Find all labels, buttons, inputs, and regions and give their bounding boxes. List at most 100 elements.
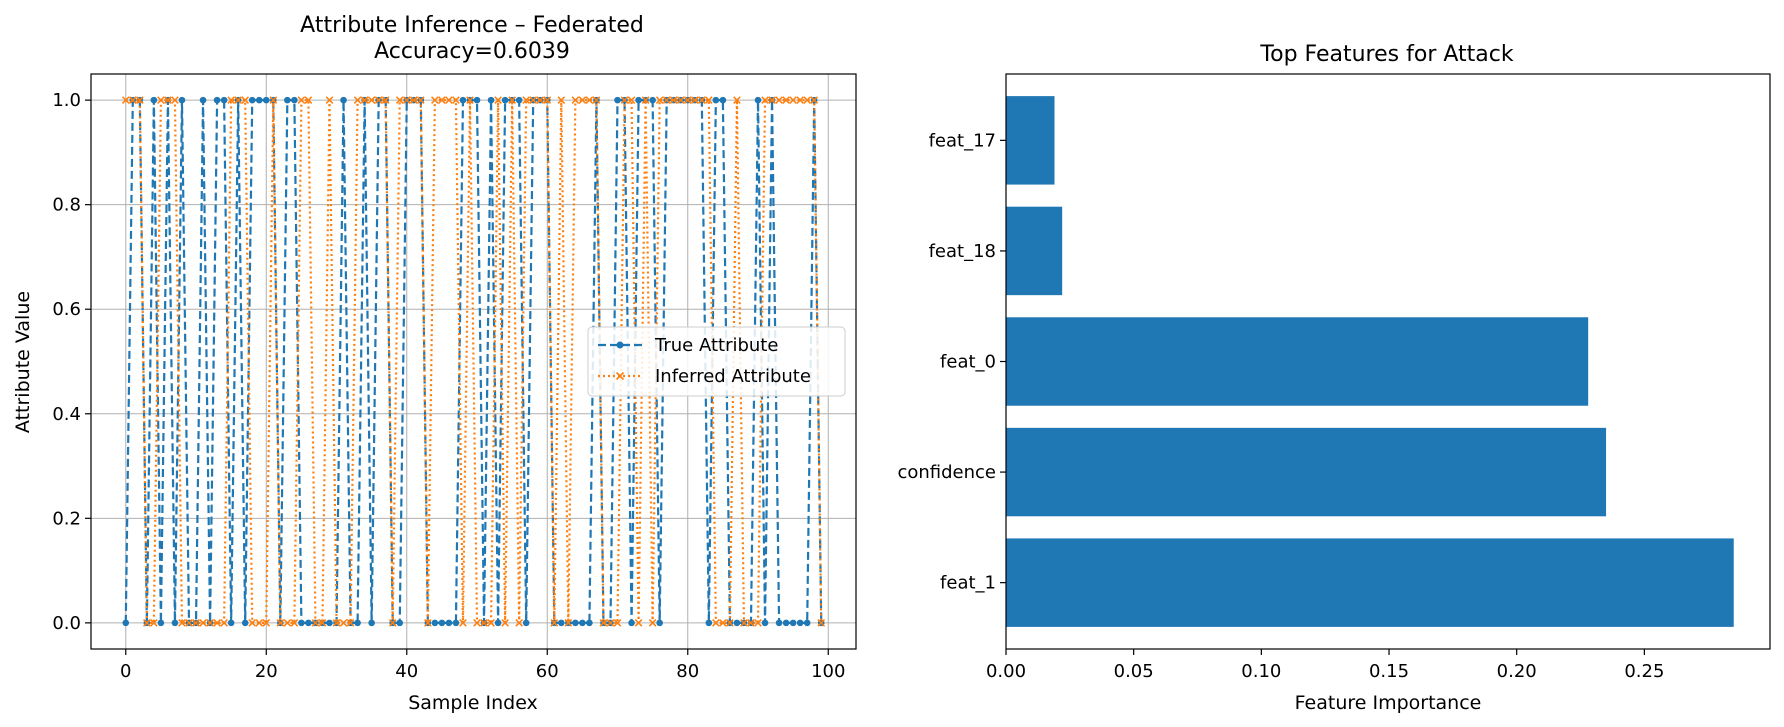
data-point (719, 619, 727, 627)
data-point (522, 619, 530, 627)
data-point (135, 96, 144, 104)
legend-marker-inferred (615, 371, 625, 381)
y-tick-label: feat_0 (940, 352, 996, 373)
x-tick-label: 0 (120, 661, 131, 682)
x-tick-label: 20 (255, 661, 278, 682)
data-point (262, 96, 270, 104)
chart-title: Attribute Inference – Federated (300, 13, 644, 38)
y-tick-label: feat_17 (929, 130, 996, 151)
legend-marker-true (616, 341, 624, 349)
data-point (761, 96, 769, 104)
x-tick-label: 0.25 (1624, 661, 1664, 682)
data-point (178, 96, 186, 104)
data-point (374, 96, 383, 104)
y-axis-ticks: feat_1 confidence feat_0 feat_18 feat_17 (897, 130, 1006, 594)
data-point (340, 96, 347, 104)
data-point (572, 619, 579, 627)
data-point (178, 619, 186, 627)
plot-frame (90, 73, 857, 650)
data-point (346, 619, 355, 627)
data-point (199, 619, 207, 627)
data-point (585, 96, 594, 104)
data-point (705, 619, 713, 627)
y-tick-label: 0.4 (52, 404, 81, 425)
data-point (171, 619, 179, 627)
data-point (416, 96, 425, 104)
data-point (367, 96, 376, 104)
data-point (305, 619, 312, 627)
data-point (431, 96, 439, 104)
chart-subtitle: Accuracy=0.6039 (374, 39, 570, 64)
data-point (480, 619, 488, 627)
data-point (656, 619, 663, 627)
data-point (515, 96, 523, 104)
data-point (683, 96, 692, 104)
data-point (150, 96, 158, 104)
legend-label-true: True Attribute (654, 335, 778, 356)
data-point (438, 619, 446, 627)
legend-label-inferred: Inferred Attribute (655, 366, 811, 387)
data-point (803, 619, 811, 627)
data-point (733, 96, 741, 104)
data-point (291, 96, 298, 104)
data-point (388, 619, 397, 627)
data-point (473, 96, 481, 104)
data-point (206, 619, 214, 627)
data-point (592, 96, 601, 104)
data-point (635, 96, 642, 104)
data-point (726, 619, 734, 627)
data-point (803, 96, 812, 104)
data-point (487, 96, 495, 104)
data-point (255, 619, 264, 627)
data-point (395, 96, 404, 104)
series-inferred-attribute (121, 96, 826, 627)
bars (1006, 96, 1734, 627)
data-point (536, 96, 545, 104)
x-tick-label: 100 (811, 661, 845, 682)
data-point (241, 619, 249, 627)
data-point (558, 619, 565, 627)
data-point (248, 619, 257, 627)
y-axis-ticks: 0.0 0.2 0.4 0.6 0.8 1.0 (52, 90, 91, 634)
y-axis-title: Attribute Value (12, 291, 34, 433)
data-point (817, 619, 826, 627)
data-point (690, 96, 699, 104)
legend-entry-inferred: Inferred Attribute (598, 366, 811, 387)
data-point (620, 96, 629, 104)
data-point (402, 96, 411, 104)
y-tick-label: 0.6 (52, 299, 81, 320)
bar (1006, 427, 1607, 517)
data-point (543, 96, 552, 104)
data-point (662, 96, 671, 104)
data-point (599, 619, 608, 627)
data-point (796, 96, 804, 104)
data-point (649, 96, 656, 104)
data-point (445, 619, 453, 627)
data-point (669, 96, 678, 104)
data-point (276, 619, 285, 627)
data-point (339, 619, 348, 627)
x-tick-label: 0.00 (986, 661, 1026, 682)
data-point (641, 96, 650, 104)
data-point (775, 619, 783, 627)
data-point (220, 619, 228, 627)
y-tick-label: 1.0 (52, 90, 81, 111)
x-tick-label: 0.15 (1369, 661, 1409, 682)
data-point (192, 619, 200, 627)
series-line (124, 99, 823, 624)
data-point (747, 619, 755, 627)
data-point (298, 619, 305, 627)
data-point (452, 619, 460, 627)
legend: True Attribute Inferred Attribute (587, 326, 846, 397)
data-point (487, 619, 495, 627)
data-point (409, 96, 418, 104)
data-point (522, 96, 531, 104)
top-features-chart: Top Features for Attack 0.00 0.05 0.10 0.15… (897, 42, 1771, 714)
data-point (768, 96, 776, 104)
attribute-inference-chart: Attribute Inference – Federated Accuracy… (12, 13, 857, 714)
data-point (614, 96, 621, 104)
data-point (311, 619, 320, 627)
x-axis-ticks: 0.00 0.05 0.10 0.15 0.20 0.25 (986, 649, 1664, 682)
data-point (655, 96, 664, 104)
data-point (354, 619, 361, 627)
